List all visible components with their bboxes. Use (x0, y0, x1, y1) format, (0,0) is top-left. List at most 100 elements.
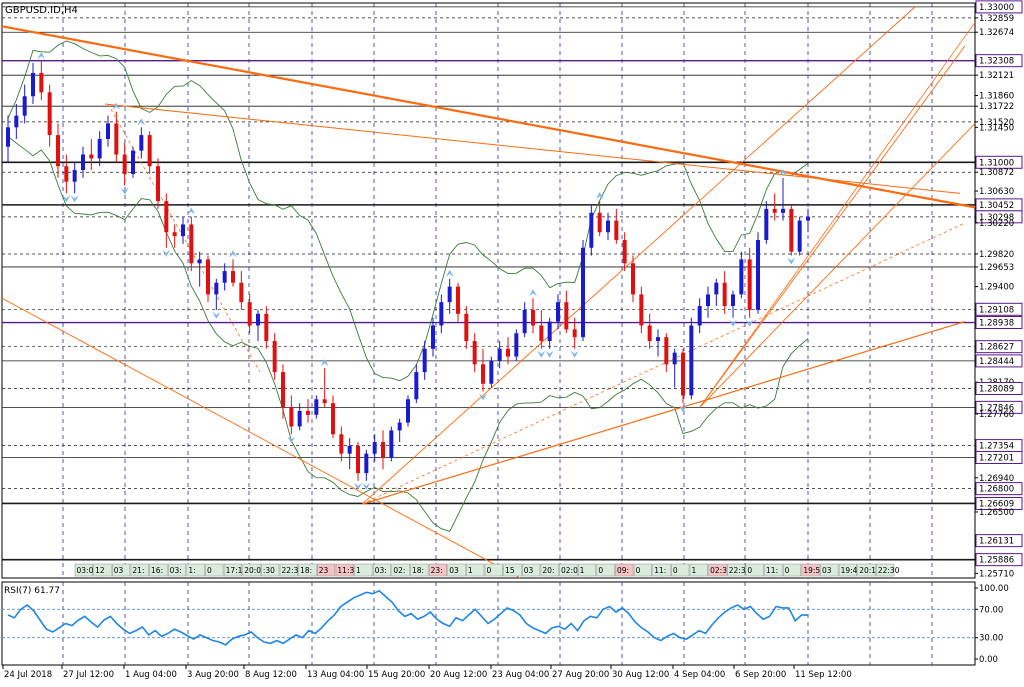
candle (314, 395, 319, 419)
candle (14, 104, 19, 139)
time-tag-box (428, 563, 447, 577)
candle-body (239, 282, 244, 303)
candle (547, 317, 552, 349)
time-tag: 19:45 (841, 566, 863, 575)
date-label: 24 Jul 2018 (4, 670, 52, 680)
candle-body (631, 263, 635, 295)
candle (331, 395, 335, 439)
candle (322, 368, 327, 408)
price-label: 1.25886 (979, 556, 1014, 566)
price-label: 1.31450 (979, 123, 1014, 133)
price-label: 1.27760 (979, 410, 1014, 420)
candle (364, 449, 369, 481)
price-frame (1, 2, 976, 579)
candle (497, 341, 502, 369)
candle-body (747, 259, 752, 310)
date-label: 8 Aug 12:00 (245, 670, 297, 680)
candle-body (97, 138, 102, 159)
trend-line (699, 45, 966, 408)
price-label-box (975, 54, 1023, 68)
candle-body (322, 399, 327, 404)
time-tag: 20:15 (859, 566, 881, 575)
candle (447, 278, 452, 314)
candle-body (781, 208, 785, 213)
candle (722, 271, 727, 314)
date-label: 27 Aug 20:00 (552, 670, 609, 680)
time-tag: 20: (542, 566, 554, 575)
time-tag: 03: (170, 566, 182, 575)
candle (172, 224, 177, 248)
time-tag: 03 (822, 566, 832, 575)
candle-body (372, 442, 377, 454)
candle (189, 216, 194, 272)
price-label-box (975, 155, 1023, 169)
candle-body (772, 208, 777, 213)
price-label: 1.31000 (979, 158, 1014, 168)
candle (581, 239, 585, 342)
time-tag-box (205, 563, 224, 577)
fractal-down-icon (162, 249, 171, 257)
fractal-down-icon (70, 195, 79, 203)
candle-body (347, 445, 352, 454)
candle (522, 302, 527, 338)
date-label: 1 Aug 04:00 (125, 670, 177, 680)
rsi-title: RSI(7) 61.77 (4, 586, 60, 596)
price-label-box (975, 534, 1023, 548)
candle (739, 251, 744, 299)
candle-body (564, 302, 569, 330)
candle-body (731, 294, 735, 307)
candle-body (31, 72, 35, 97)
fractal-up-icon (112, 102, 121, 110)
candle (381, 430, 385, 470)
candle-body (172, 232, 177, 237)
candle-body (122, 154, 127, 174)
date-label: 6 Sep 20:00 (735, 670, 786, 680)
fractal-down-icon (120, 187, 129, 195)
candle (622, 232, 627, 272)
candle-body (439, 302, 444, 326)
candle-body (72, 170, 77, 182)
candle-body (797, 220, 802, 252)
candle-body (197, 259, 202, 264)
candle (39, 61, 44, 101)
fractal-up-icon (320, 359, 329, 367)
time-tag: 20:00 (244, 566, 266, 575)
candle-body (447, 286, 452, 303)
price-label-box (975, 302, 1023, 316)
candle-body (556, 302, 560, 322)
trend-line (1, 297, 521, 579)
time-tag-box (484, 563, 503, 577)
time-tag: 17:10 (226, 566, 248, 575)
candle (206, 255, 210, 303)
symbol-title: GBPUSD.ID,H4 (5, 5, 78, 16)
candle (489, 356, 494, 388)
bollinger-upper (7, 40, 809, 382)
candle-body (181, 224, 185, 237)
price-label-box (975, 381, 1023, 395)
candle-body (597, 212, 602, 233)
time-tag-box (764, 563, 783, 577)
candle-body (639, 294, 644, 326)
price-label: 1.26131 (979, 537, 1014, 547)
fractal-up-icon (595, 192, 604, 200)
candle-body (81, 154, 85, 171)
candle-body (647, 325, 652, 342)
candle-body (481, 364, 485, 384)
candle (22, 84, 27, 124)
candle (197, 251, 202, 287)
candle (297, 403, 302, 431)
candle (606, 212, 610, 240)
date-label: 30 Aug 12:00 (612, 670, 669, 680)
time-tag-box (279, 563, 298, 577)
candle (256, 309, 260, 342)
candle-body (206, 259, 210, 295)
candle (47, 84, 52, 147)
time-tag-box (745, 563, 764, 577)
candle (147, 131, 152, 174)
candle (706, 286, 710, 318)
candle (64, 154, 69, 194)
candle (539, 309, 544, 349)
candle-body (406, 399, 410, 423)
candle-body (222, 271, 227, 283)
